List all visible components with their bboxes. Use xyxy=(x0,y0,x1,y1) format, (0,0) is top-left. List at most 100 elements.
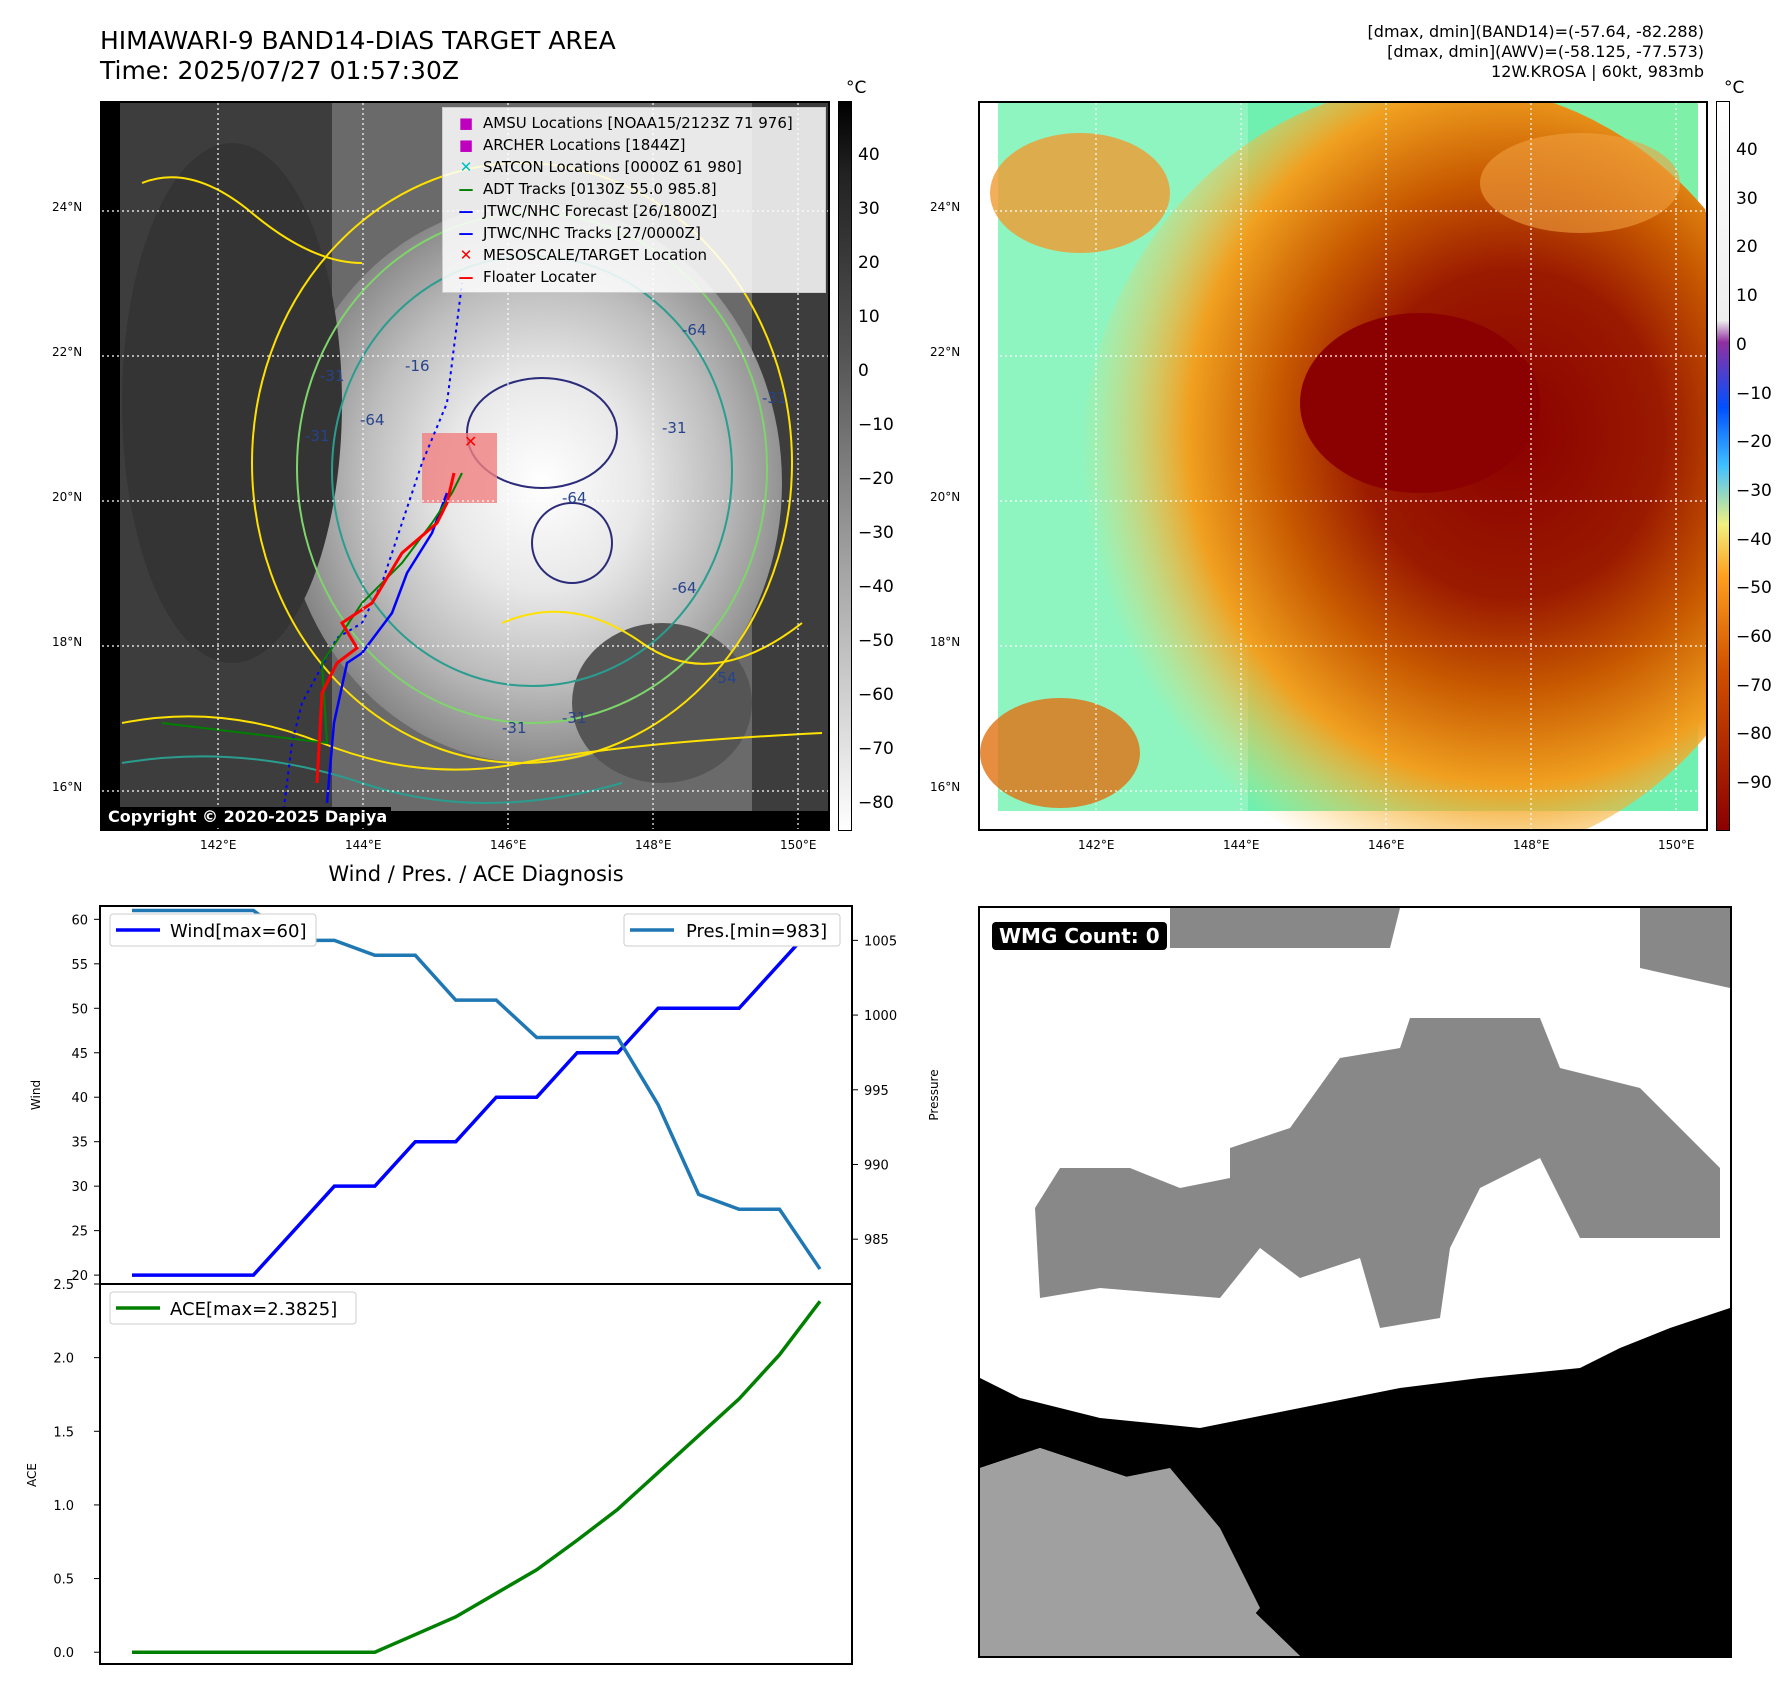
map-legend-item: ■ ARCHER Locations [1844Z] xyxy=(449,134,819,156)
color-colorbar-unit: °C xyxy=(1724,78,1745,98)
lat-tick-label: 20°N xyxy=(930,490,961,504)
map-legend-label: ADT Tracks [0130Z 55.0 985.8] xyxy=(483,180,717,198)
diagnosis-chart: 20 25 30 35 40 45 50 55 60 985 990 995 1000 1005 0.0… xyxy=(25,905,941,1665)
map-legend-item: — JTWC/NHC Forecast [26/1800Z] xyxy=(449,200,819,222)
colorbar-tick-label: 10 xyxy=(1736,286,1758,307)
wmg-panel: WMG Count: 0 xyxy=(978,906,1732,1658)
colorbar-tick-label: 20 xyxy=(1736,237,1758,258)
wind-pressure-plot xyxy=(99,905,853,1285)
colorbar-tick-label: 10 xyxy=(858,307,880,327)
wmg-count-badge: WMG Count: 0 xyxy=(992,922,1167,950)
lat-tick-label: 16°N xyxy=(930,780,961,794)
awv-map-panel xyxy=(978,101,1708,831)
map-legend-swatch: — xyxy=(458,202,474,220)
wind-legend-label: Wind[max=60] xyxy=(170,921,307,942)
pressure-tick-label: 995 xyxy=(864,1084,889,1099)
map-legend-item: — Floater Locater xyxy=(449,266,819,288)
color-colorbar xyxy=(1716,101,1730,831)
colorbar-tick-label: −70 xyxy=(1736,675,1772,696)
lon-tick-label: 144°E xyxy=(345,838,382,852)
colorbar-tick-label: −10 xyxy=(858,415,894,435)
map-legend-item: — ADT Tracks [0130Z 55.0 985.8] xyxy=(449,178,819,200)
colorbar-tick-label: −60 xyxy=(1736,627,1772,647)
colorbar-tick-label: 30 xyxy=(858,199,880,219)
map-legend-item: ✕ MESOSCALE/TARGET Location xyxy=(449,244,819,266)
contour-label: -31 xyxy=(320,367,345,385)
lat-tick-label: 24°N xyxy=(930,200,961,214)
map-legend-swatch: — xyxy=(458,268,474,286)
wind-tick-label: 40 xyxy=(71,1091,88,1106)
contour-label: -31 xyxy=(762,389,787,407)
ace-tick-label: 2.0 xyxy=(53,1352,74,1367)
colorbar-tick-label: −20 xyxy=(858,469,894,489)
figure-time: Time: 2025/07/27 01:57:30Z xyxy=(100,56,459,85)
colorbar-tick-label: 40 xyxy=(858,145,880,165)
map-legend-label: JTWC/NHC Forecast [26/1800Z] xyxy=(483,202,718,220)
lon-tick-label: 148°E xyxy=(635,838,672,852)
pressure-legend-label: Pres.[min=983] xyxy=(686,921,827,942)
colorbar-tick-label: −70 xyxy=(858,739,894,759)
lat-tick-label: 22°N xyxy=(930,345,961,359)
map-legend-label: AMSU Locations [NOAA15/2123Z 71 976] xyxy=(483,114,793,132)
wind-tick-label: 35 xyxy=(71,1136,88,1151)
colorbar-tick-label: −20 xyxy=(1736,432,1772,453)
wind-legend: Wind[max=60] xyxy=(109,913,317,947)
colorbar-tick-label: −60 xyxy=(858,685,894,705)
colorbar-tick-label: −50 xyxy=(858,631,894,651)
lat-tick-label: 18°N xyxy=(930,635,961,649)
wind-tick-label: 60 xyxy=(71,913,88,928)
contour-label: -64 xyxy=(682,321,707,339)
ir-map-panel: ✕ -16 -31 -64 -31 -64 -64 -31 -31 -31 -31 -54 -64 ■… xyxy=(100,101,830,831)
contour-label: -16 xyxy=(405,357,430,375)
pressure-tick-label: 985 xyxy=(864,1233,889,1248)
map-legend-label: ARCHER Locations [1844Z] xyxy=(483,136,686,154)
colorbar-tick-label: −30 xyxy=(858,523,894,543)
awv-range: [dmax, dmin](AWV)=(-58.125, -77.573) xyxy=(1387,42,1704,61)
wind-tick-label: 30 xyxy=(71,1180,88,1195)
pressure-tick-label: 990 xyxy=(864,1158,889,1173)
map-legend-swatch: ■ xyxy=(458,114,474,132)
colorbar-tick-label: 20 xyxy=(858,253,880,273)
map-legend-label: JTWC/NHC Tracks [27/0000Z] xyxy=(483,224,701,242)
map-legend-item: ✕ SATCON Locations [0000Z 61 980] xyxy=(449,156,819,178)
colorbar-tick-label: −90 xyxy=(1736,773,1772,794)
target-box xyxy=(422,433,497,503)
pressure-tick-label: 1005 xyxy=(864,934,897,949)
lon-tick-label: 150°E xyxy=(1658,838,1695,852)
colorbar-tick-label: −40 xyxy=(858,577,894,597)
ace-tick-label: 1.0 xyxy=(53,1499,74,1514)
lat-tick-label: 22°N xyxy=(52,345,83,359)
map-legend-swatch: ■ xyxy=(458,136,474,154)
lon-tick-label: 150°E xyxy=(780,838,817,852)
map-legend-swatch: ✕ xyxy=(459,158,473,176)
wind-tick-label: 20 xyxy=(71,1269,88,1284)
colorbar-tick-label: −80 xyxy=(858,793,894,813)
storm-info: [dmax, dmin](BAND14)=(-57.64, -82.288) [… xyxy=(1368,22,1704,82)
diagnosis-title: Wind / Pres. / ACE Diagnosis xyxy=(328,862,624,886)
contour-label: -64 xyxy=(672,579,697,597)
map-legend-item: ■ AMSU Locations [NOAA15/2123Z 71 976] xyxy=(449,112,819,134)
wind-tick-label: 50 xyxy=(71,1002,88,1017)
colorbar-tick-label: −80 xyxy=(1736,724,1772,745)
contour-label: -31 xyxy=(662,419,687,437)
pressure-axis-label: Pressure xyxy=(927,1069,941,1120)
lon-tick-label: 148°E xyxy=(1513,838,1550,852)
colorbar-tick-label: −10 xyxy=(1736,383,1772,404)
colorbar-tick-label: −40 xyxy=(1736,529,1772,550)
ace-plot xyxy=(99,1283,853,1665)
contour-label: -64 xyxy=(562,489,587,507)
storm-summary: 12W.KROSA | 60kt, 983mb xyxy=(1491,62,1704,81)
wind-series-line xyxy=(132,918,822,1277)
lat-tick-label: 20°N xyxy=(52,490,83,504)
ace-tick-label: 0.5 xyxy=(53,1573,74,1588)
lon-tick-label: 146°E xyxy=(490,838,527,852)
floater-track xyxy=(315,472,456,784)
best-track xyxy=(325,492,449,804)
wind-tick-label: 45 xyxy=(71,1047,88,1062)
lat-tick-label: 18°N xyxy=(52,635,83,649)
lon-tick-label: 146°E xyxy=(1368,838,1405,852)
contour-label: -64 xyxy=(360,411,385,429)
ace-series-line xyxy=(132,1300,822,1654)
map-legend-label: Floater Locater xyxy=(483,268,597,286)
wind-tick-label: 55 xyxy=(71,958,88,973)
